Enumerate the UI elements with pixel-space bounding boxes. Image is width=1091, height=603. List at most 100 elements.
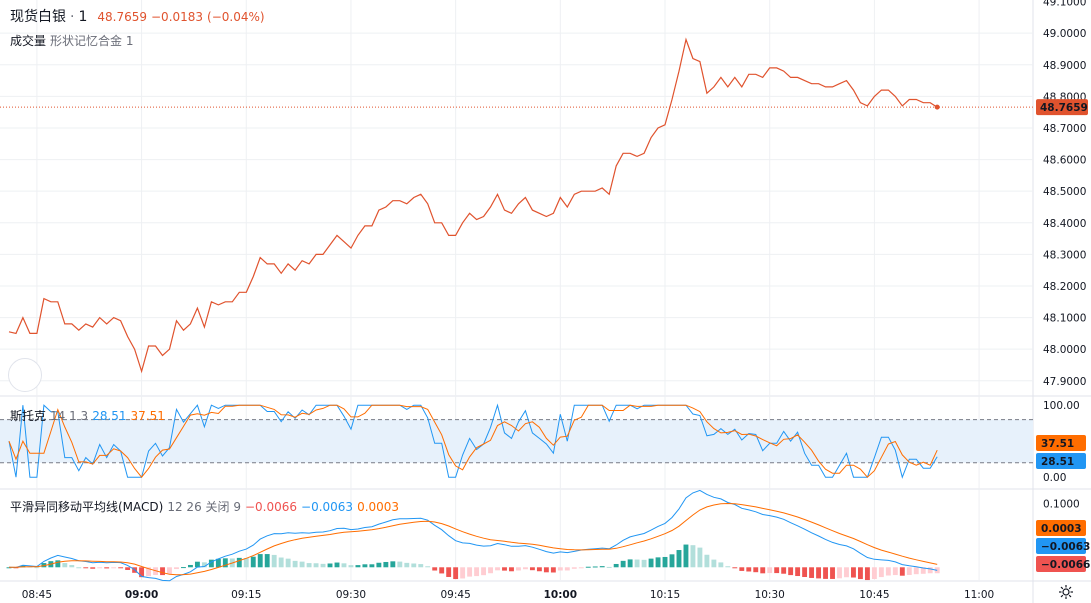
macd-histogram-bar (292, 560, 298, 568)
macd-histogram-bar (857, 567, 863, 580)
volume-legend: 成交量 形状记忆合金 1 (10, 32, 137, 49)
macd-histogram-bar (432, 567, 438, 571)
macd-histogram-bar (104, 567, 110, 569)
macd-histogram-bar (320, 563, 326, 568)
macd-histogram-bar (802, 567, 808, 578)
macd-histogram-bar (767, 567, 773, 574)
symbol-name[interactable]: 现货白银 (10, 9, 66, 25)
macd-histogram-bar (564, 567, 570, 571)
macd-histogram-bar (243, 558, 249, 568)
macd-histogram-bar (823, 567, 828, 579)
macd-histogram-bar (509, 567, 514, 572)
macd-histogram-bar (411, 563, 417, 568)
macd-line-badge-label: −0.0063 (1041, 541, 1090, 553)
macd-label[interactable]: 平滑异同移动平均线(MACD) (10, 500, 164, 514)
time-tick-label: 10:00 (544, 589, 577, 601)
macd-histogram-bar (655, 557, 661, 568)
macd-hist-value: −0.0066 (244, 500, 298, 514)
stoch-label[interactable]: 斯托克 (10, 409, 47, 423)
price-series-line (8, 37, 938, 374)
stoch-d-badge (1036, 435, 1086, 451)
macd-histogram-bar (299, 561, 305, 568)
macd-histogram-bar (781, 567, 787, 574)
time-tick-label: 09:15 (231, 589, 261, 601)
macd-histogram-bar (864, 567, 870, 581)
macd-histogram-bar (599, 566, 605, 568)
macd-histogram-bar (208, 559, 214, 568)
interval-label: 1 (78, 9, 88, 25)
macd-histogram-bar (146, 567, 152, 577)
macd-histogram-bar (760, 567, 766, 574)
macd-histogram-bar (522, 567, 528, 570)
macd-histogram-bar (181, 567, 186, 569)
macd-histogram-bar (187, 564, 193, 568)
macd-histogram-bar (474, 567, 480, 577)
macd-histogram-bar (167, 567, 172, 574)
price-legend: 现货白银 · 1 48.7659 −0.0183 (−0.04%) (10, 9, 265, 25)
stoch-k-badge-label: 28.51 (1041, 456, 1074, 468)
macd-histogram-bar (516, 567, 521, 571)
macd-histogram-bar (662, 556, 668, 568)
macd-histogram-bar (885, 567, 891, 576)
macd-histogram-bar (55, 560, 61, 568)
price-tick-label: 48.0000 (1043, 344, 1086, 356)
time-tick-label: 09:30 (336, 589, 366, 601)
macd-histogram-bar (453, 567, 459, 580)
macd-histogram-bar (90, 567, 96, 569)
macd-histogram-bar (278, 557, 284, 568)
macd-histogram-bar (446, 567, 452, 577)
macd-histogram-bar (383, 561, 389, 568)
scroll-to-start-button[interactable] (8, 358, 42, 392)
macd-histogram-bar (683, 544, 689, 568)
macd-histogram-bar (369, 564, 375, 568)
macd-histogram-bar (536, 567, 542, 572)
macd-histogram-bar (606, 566, 612, 568)
macd-histogram-bar (355, 565, 361, 568)
macd-signal-line (9, 502, 938, 576)
stoch-legend: 斯托克 14 1 3 28.51 37.51 (10, 407, 169, 424)
time-tick-label: 09:00 (125, 589, 158, 601)
macd-hist-badge-label: −0.0066 (1041, 559, 1090, 571)
stoch-d-line (8, 404, 938, 478)
macd-histogram-bar (69, 565, 75, 568)
macd-histogram-bar (467, 567, 473, 577)
macd-signal-value: 0.0003 (357, 500, 400, 514)
macd-histogram-bar (871, 567, 877, 579)
price-tick-label: 48.1000 (1043, 313, 1086, 325)
settings-gear-icon[interactable] (1058, 584, 1074, 600)
macd-histogram-bar (341, 563, 347, 568)
time-tick-label: 10:30 (755, 589, 785, 601)
macd-histogram-bar (620, 560, 626, 568)
price-tick-label: 49.0000 (1043, 28, 1086, 40)
macd-histogram-bar (669, 554, 675, 568)
macd-histogram-bar (913, 567, 919, 575)
price-tick-label: 47.9000 (1043, 376, 1086, 388)
macd-signal-badge-label: 0.0003 (1041, 523, 1082, 535)
macd-histogram-bar (460, 567, 466, 579)
volume-label[interactable]: 成交量 (10, 34, 47, 48)
macd-histogram-bar (502, 567, 507, 571)
last-price-badge-label: 48.7659 (1040, 102, 1088, 114)
macd-histogram-bar (690, 545, 696, 568)
macd-histogram-bar (139, 567, 145, 578)
macd-hist-badge (1036, 556, 1086, 572)
macd-histogram-bar (285, 558, 291, 568)
stoch-params: 14 1 3 (50, 409, 89, 423)
macd-histogram-bar (816, 567, 822, 579)
macd-histogram-bar (711, 559, 717, 568)
macd-histogram-bar (257, 554, 263, 568)
stoch-tick-label: 100.00 (1043, 400, 1080, 412)
price-tick-label: 49.1000 (1043, 0, 1086, 9)
macd-histogram-bar (899, 567, 905, 576)
macd-histogram-bar (418, 564, 424, 568)
time-tick-label: 11:00 (964, 589, 994, 601)
macd-histogram-bar (851, 567, 856, 578)
macd-histogram-bar (648, 558, 654, 568)
macd-histogram-bar (676, 550, 682, 568)
macd-histogram-bar (97, 567, 103, 569)
macd-histogram-bar (481, 567, 487, 576)
macd-histogram-bar (892, 567, 898, 576)
price-tick-label: 48.6000 (1043, 155, 1086, 167)
macd-histogram-bar (404, 562, 410, 568)
